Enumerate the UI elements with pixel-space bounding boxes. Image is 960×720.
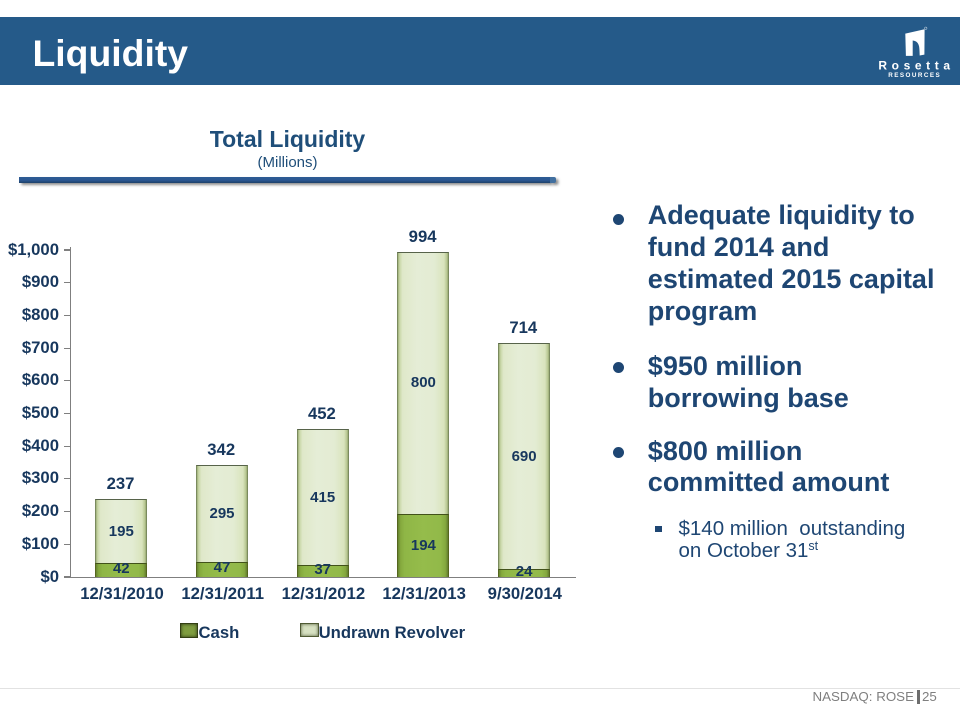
svg-text:RESOURCES: RESOURCES <box>888 72 941 79</box>
svg-text:Rosetta: Rosetta <box>878 59 954 73</box>
